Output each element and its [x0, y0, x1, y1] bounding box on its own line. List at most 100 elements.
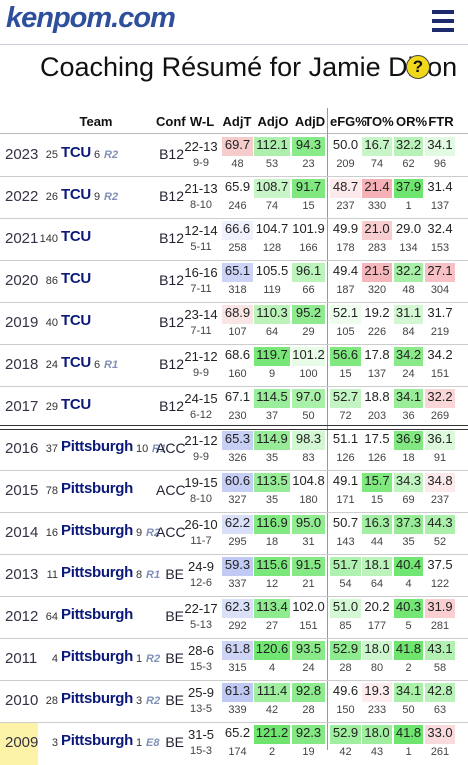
round: R2: [146, 527, 161, 539]
row-rule: [0, 596, 468, 597]
stat-value: 15.7: [362, 473, 392, 492]
stat-rank: 137: [367, 368, 387, 380]
stat-rank: 261: [430, 746, 450, 758]
stat-rank: 119: [263, 284, 281, 296]
stat-rank: 209: [336, 158, 355, 170]
stat-value: 114.9: [254, 431, 290, 450]
stat-value: 36.1: [425, 431, 455, 450]
conf-record: 5-13: [189, 619, 213, 631]
team[interactable]: Pittsburgh: [61, 438, 133, 455]
menu-bar[interactable]: [432, 10, 454, 14]
column-header: eFG%: [330, 114, 367, 129]
stat-rank: 105: [336, 326, 355, 338]
conference[interactable]: B12: [159, 314, 184, 330]
conference[interactable]: B12: [159, 356, 184, 372]
team[interactable]: TCU: [61, 144, 91, 161]
stat-rank: 151: [430, 368, 450, 380]
top-bar: kenpom.com: [0, 0, 468, 45]
team[interactable]: Pittsburgh: [61, 522, 133, 539]
conf-record: 9-9: [193, 367, 209, 379]
round: R1: [152, 443, 167, 455]
stat-value: 69.7: [222, 137, 253, 156]
round: R1: [146, 569, 161, 581]
stat-rank: 166: [299, 242, 318, 254]
row-rule: [0, 638, 468, 639]
stat-rank: 28: [339, 662, 352, 674]
stat-value: 34.2: [394, 347, 423, 366]
conference[interactable]: B12: [159, 230, 184, 246]
stat-value: 113.5: [254, 473, 290, 492]
team[interactable]: TCU: [61, 186, 91, 203]
team[interactable]: Pittsburgh: [61, 480, 133, 497]
conference[interactable]: B12: [159, 272, 184, 288]
team[interactable]: TCU: [61, 228, 91, 245]
team[interactable]: TCU: [61, 396, 91, 413]
conf-record: 5-11: [190, 241, 212, 253]
stat-rank: 15: [339, 368, 352, 380]
conf-record: 13-5: [189, 703, 213, 715]
team[interactable]: TCU: [61, 312, 91, 329]
stat-value: 52.9: [330, 641, 361, 660]
stat-rank: 80: [370, 662, 384, 674]
team[interactable]: Pittsburgh: [61, 732, 133, 749]
team[interactable]: Pittsburgh: [61, 606, 133, 623]
year: 2023: [5, 146, 39, 163]
stat-rank: 177: [367, 620, 387, 632]
stat-rank: 91: [433, 452, 447, 464]
stat-value: 27.1: [425, 263, 455, 282]
team-rank: 16: [45, 527, 58, 539]
conference[interactable]: BE: [165, 608, 184, 624]
team[interactable]: Pittsburgh: [61, 564, 133, 581]
team[interactable]: Pittsburgh: [61, 648, 133, 665]
stat-rank: 160: [228, 368, 247, 380]
menu-bar[interactable]: [432, 28, 454, 32]
stat-value: 18.8: [364, 389, 390, 404]
stat-value: 56.6: [330, 347, 361, 366]
stat-rank: 53: [265, 158, 279, 170]
conference[interactable]: BE: [165, 692, 184, 708]
record: 24-15: [184, 391, 218, 406]
conference[interactable]: B12: [159, 188, 184, 204]
stat-rank: 320: [367, 284, 387, 296]
row-rule: [0, 386, 468, 387]
stat-value: 104.7: [255, 221, 289, 236]
record: 12-14: [184, 223, 218, 238]
record: 31-5: [187, 727, 215, 742]
conference[interactable]: ACC: [156, 524, 186, 540]
conference[interactable]: ACC: [156, 482, 186, 498]
stat-rank: 327: [228, 494, 247, 506]
stat-rank: 295: [228, 536, 247, 548]
stat-rank: 326: [228, 452, 247, 464]
stat-rank: 126: [336, 452, 355, 464]
stat-rank: 283: [367, 242, 387, 254]
conference[interactable]: BE: [165, 734, 184, 750]
menu-bar[interactable]: [432, 19, 454, 23]
help-icon[interactable]: ?: [406, 55, 430, 79]
stat-rank: 9: [268, 368, 276, 380]
stat-rank: 83: [302, 452, 315, 464]
stat-value: 49.1: [332, 473, 359, 488]
stat-rank: 96: [433, 158, 447, 170]
stat-value: 119.7: [254, 347, 290, 366]
team[interactable]: TCU: [61, 270, 91, 287]
team[interactable]: TCU: [61, 354, 91, 371]
row-rule: [0, 176, 468, 177]
logo[interactable]: kenpom.com: [6, 2, 176, 34]
stat-value: 108.7: [254, 179, 290, 198]
stat-value: 51.7: [330, 557, 361, 576]
stat-value: 105.5: [255, 263, 289, 278]
team-rank: 64: [45, 611, 58, 623]
conference[interactable]: B12: [159, 398, 184, 414]
conference[interactable]: ACC: [156, 440, 186, 456]
stat-value: 31.9: [425, 599, 455, 618]
stat-value: 91.5: [292, 557, 325, 576]
record: 24-9: [187, 559, 215, 574]
conference[interactable]: BE: [165, 650, 184, 666]
conference[interactable]: B12: [159, 146, 184, 162]
seed: 9: [94, 191, 101, 203]
team[interactable]: Pittsburgh: [61, 690, 133, 707]
record: 21-13: [184, 181, 218, 196]
stat-value: 61.8: [222, 641, 253, 660]
conference[interactable]: BE: [165, 566, 184, 582]
team-rank: 86: [45, 275, 58, 287]
